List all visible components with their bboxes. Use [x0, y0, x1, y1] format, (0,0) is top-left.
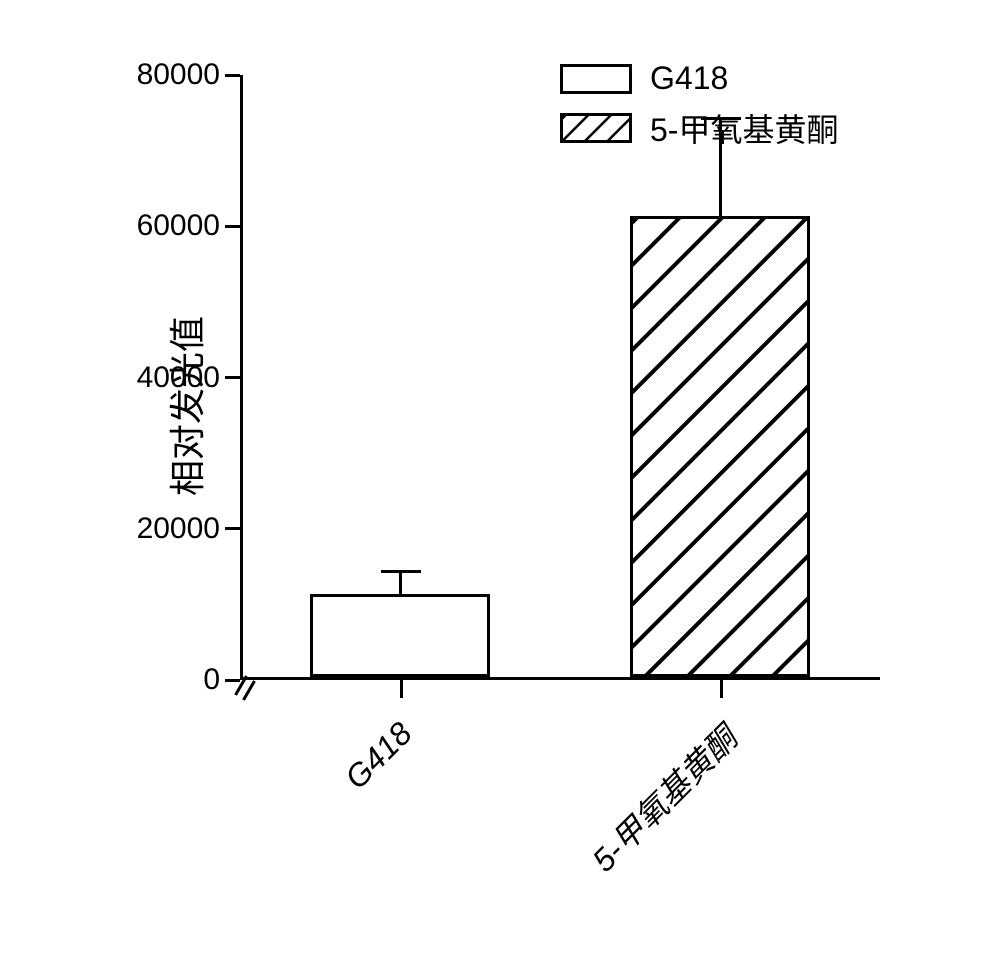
axis-break — [242, 680, 256, 701]
y-tick — [225, 225, 240, 228]
legend-label: 5-甲氧基黄酮 — [650, 105, 838, 151]
legend-swatch-white — [560, 64, 632, 94]
error-bar-vertical — [399, 571, 402, 594]
y-tick — [225, 376, 240, 379]
legend-item: 5-甲氧基黄酮 — [560, 105, 838, 151]
legend: G418 5-甲氧基黄酮 — [560, 60, 838, 159]
x-tick — [400, 680, 403, 698]
x-tick-label: 5-甲氧基黄酮 — [580, 715, 746, 881]
y-tick-label: 0 — [130, 663, 220, 697]
plot-area: G418 5-甲氧基黄酮 — [240, 75, 880, 680]
x-tick-label: G418 — [338, 715, 420, 797]
y-tick — [225, 74, 240, 77]
y-tick — [225, 679, 240, 682]
y-axis — [240, 75, 243, 680]
hatch-pattern — [633, 219, 807, 674]
error-bar-vertical — [719, 118, 722, 216]
y-tick-label: 40000 — [130, 361, 220, 395]
y-tick — [225, 527, 240, 530]
bar-chart: 相对发光值 G418 5-甲 — [40, 20, 960, 940]
error-bar-cap — [381, 570, 421, 573]
bar-g418 — [310, 594, 490, 677]
hatch-pattern — [563, 116, 629, 140]
bar-5-methoxyflavone — [630, 216, 810, 677]
y-tick-label: 60000 — [130, 209, 220, 243]
legend-label: G418 — [650, 60, 728, 97]
y-tick-label: 80000 — [130, 58, 220, 92]
y-tick-label: 20000 — [130, 512, 220, 546]
legend-swatch-hatched — [560, 113, 632, 143]
x-axis — [240, 677, 880, 680]
error-bar-cap — [701, 117, 741, 120]
legend-item: G418 — [560, 60, 838, 97]
y-axis-label: 相对发光值 — [159, 316, 211, 496]
x-tick — [720, 680, 723, 698]
